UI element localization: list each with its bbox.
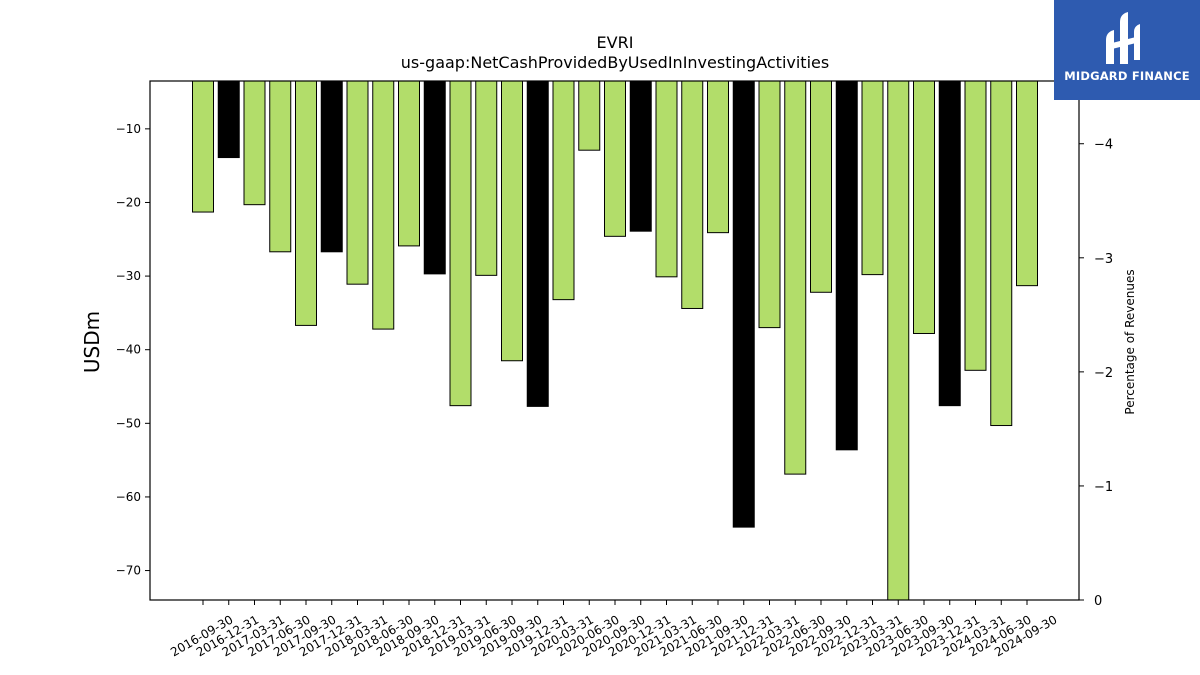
bar-2023-12-31 <box>938 80 961 407</box>
bar-2019-09-30 <box>501 80 523 362</box>
y-axis-label: USDm <box>80 311 104 373</box>
bar-2020-12-31 <box>629 80 652 232</box>
bar-2024-09-30 <box>1016 80 1038 287</box>
y-tick-label: −20 <box>116 195 141 209</box>
bar-2022-12-31 <box>835 80 858 451</box>
bar-2020-06-30 <box>578 80 601 151</box>
bar-2020-09-30 <box>604 80 626 237</box>
bar-2018-12-31 <box>423 80 446 275</box>
bar-2017-09-30 <box>295 80 317 326</box>
bar-2022-09-30 <box>810 80 832 293</box>
bar-2018-09-30 <box>398 80 420 247</box>
bar-2017-06-30 <box>269 80 292 253</box>
bar-2023-09-30 <box>913 80 935 335</box>
y-right-tick-label: −4 <box>1094 138 1113 153</box>
bar-2016-12-31 <box>217 80 240 159</box>
bar-2023-03-31 <box>861 80 884 276</box>
chart-subtitle: us-gaap:NetCashProvidedByUsedInInvesting… <box>401 53 829 72</box>
y-right-tick-label: −1 <box>1094 480 1113 495</box>
y-tick-label: −30 <box>116 269 141 283</box>
y-right-tick-label: −2 <box>1094 366 1113 381</box>
y-right-tick-label: −3 <box>1094 252 1113 267</box>
bar-2019-12-31 <box>526 80 549 407</box>
y-tick-label: −40 <box>116 343 141 357</box>
right-axis-ticks: −4 −3 −2 −1 0 <box>1079 138 1113 609</box>
bar-2018-06-30 <box>372 80 395 330</box>
logo-text: MIDGARD FINANCE <box>1064 69 1190 83</box>
bar-2020-03-31 <box>552 80 575 301</box>
chart-title: EVRI <box>597 33 634 52</box>
bar-2024-03-31 <box>964 80 987 371</box>
bar-2017-12-31 <box>320 80 343 253</box>
midgard-finance-logo: MIDGARD FINANCE <box>1054 0 1200 100</box>
bar-2021-12-31 <box>732 80 755 528</box>
bar-2023-06-30 <box>887 80 910 601</box>
y-tick-label: −70 <box>116 564 141 578</box>
bar-2021-09-30 <box>707 80 729 234</box>
x-axis-ticks: 2016-09-302016-12-312017-03-312017-06-30… <box>168 600 1060 659</box>
logo-mark-icon <box>1106 12 1140 64</box>
y-right-tick-label: 0 <box>1094 594 1102 609</box>
bar-2019-03-31 <box>449 80 472 407</box>
y-tick-label: −10 <box>116 122 141 136</box>
bar-2021-06-30 <box>681 80 704 309</box>
bar-2022-06-30 <box>784 80 807 475</box>
bar-2018-03-31 <box>346 80 369 285</box>
bar-2024-06-30 <box>990 80 1013 427</box>
bar-2022-03-31 <box>758 80 781 329</box>
bar-2021-03-31 <box>655 80 678 278</box>
left-axis-ticks: −10 −20 −30 −40 −50 −60 −70 <box>116 122 150 578</box>
plot-frame <box>149 80 1080 601</box>
bars-group <box>192 80 1038 601</box>
bar-2016-09-30 <box>192 80 214 213</box>
y-tick-label: −60 <box>116 490 141 504</box>
y-tick-label: −50 <box>116 416 141 430</box>
bar-2019-06-30 <box>475 80 498 276</box>
y-axis-right-label: Percentage of Revenues <box>1123 269 1137 414</box>
bar-2017-03-31 <box>243 80 266 206</box>
